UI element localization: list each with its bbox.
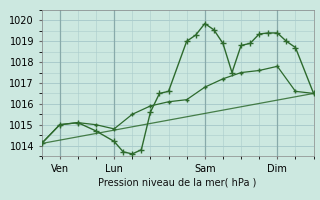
X-axis label: Pression niveau de la mer( hPa ): Pression niveau de la mer( hPa ) (99, 178, 257, 188)
